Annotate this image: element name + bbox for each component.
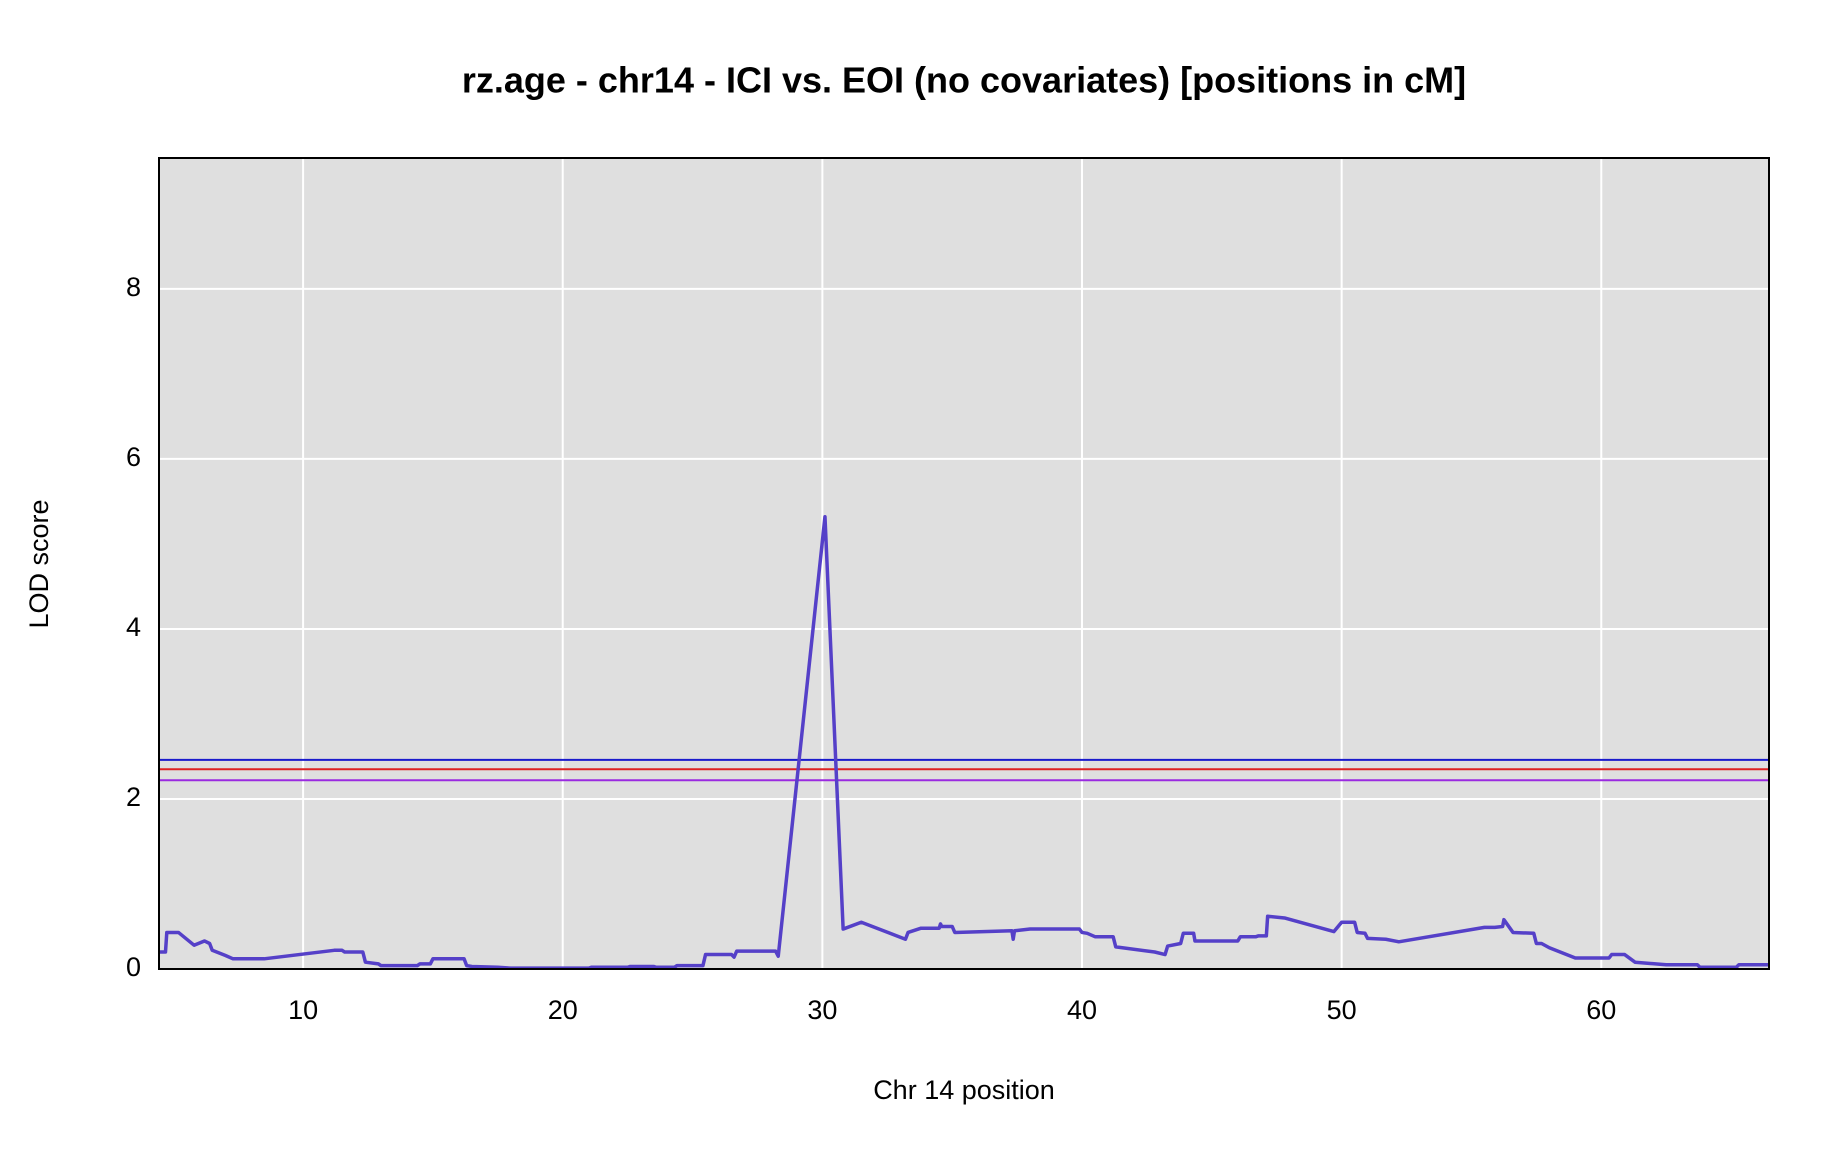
x-tick-label: 60 (1586, 995, 1616, 1025)
x-tick-label: 50 (1327, 995, 1357, 1025)
x-tick-label: 40 (1067, 995, 1097, 1025)
y-axis-label: LOD score (24, 499, 54, 628)
y-tick-label: 6 (126, 442, 141, 472)
plot-frame (158, 157, 1770, 970)
x-axis-label: Chr 14 position (873, 1075, 1055, 1105)
plot-background (159, 158, 1769, 969)
y-tick-label: 2 (126, 782, 141, 812)
chart-title: rz.age - chr14 - ICI vs. EOI (no covaria… (462, 60, 1466, 101)
x-tick-label: 10 (288, 995, 318, 1025)
y-tick-label: 8 (126, 272, 141, 302)
lod-line (159, 514, 1769, 970)
x-tick-label: 30 (807, 995, 837, 1025)
y-tick-label: 0 (126, 952, 141, 982)
x-tick-label: 20 (548, 995, 578, 1025)
y-tick-label: 4 (126, 612, 141, 642)
